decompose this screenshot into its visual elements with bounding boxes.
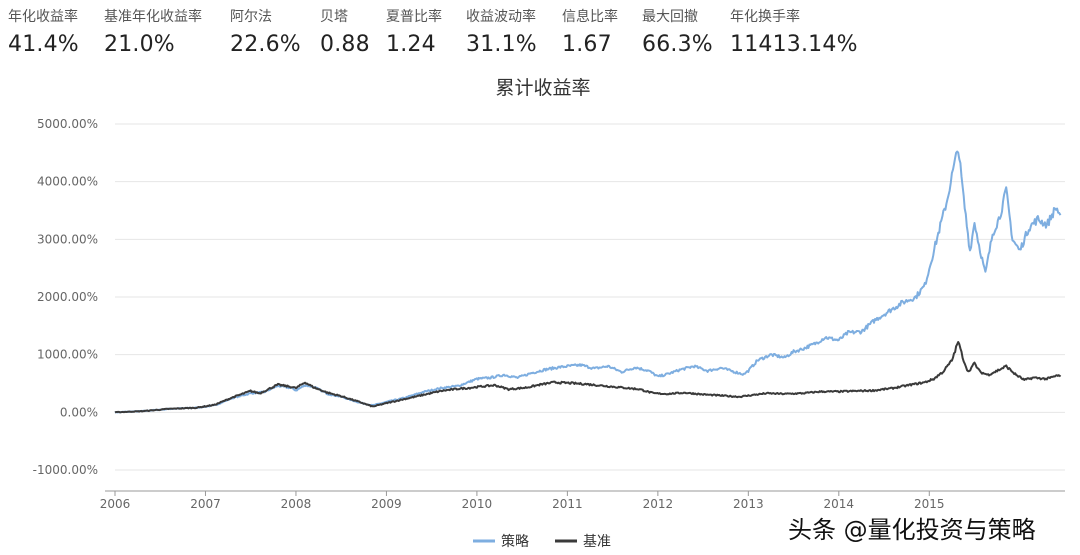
metric-value: 1.24 (386, 32, 436, 57)
metric-label: 最大回撤 (642, 9, 698, 25)
metric-value: 21.0% (104, 32, 175, 57)
legend-label: 策略 (501, 533, 529, 550)
metric-label: 贝塔 (320, 9, 348, 25)
cumulative-return-chart: 累计收益率 -1000.00% 0.00% 1000.00% 2000.00% 3000… (33, 77, 1065, 550)
y-tick-label: -1000.00% (33, 463, 98, 477)
metric-value: 0.88 (320, 32, 370, 57)
metric-value: 66.3% (642, 32, 713, 57)
legend[interactable]: 策略 基准 (473, 533, 611, 550)
metric-value: 41.4% (8, 32, 79, 57)
series-line-strategy (114, 150, 1062, 414)
metric-label: 夏普比率 (386, 9, 442, 25)
metrics-bar: 年化收益率 41.4% 基准年化收益率 21.0% 阿尔法 22.6% 贝塔 0… (0, 0, 1080, 70)
metric-label: 收益波动率 (466, 9, 536, 25)
metric-label: 年化换手率 (730, 9, 800, 25)
metric-value: 22.6% (230, 32, 301, 57)
series-line-benchmark (114, 341, 1062, 414)
y-tick-label: 2000.00% (37, 290, 98, 304)
metric-volatility: 收益波动率 31.1% (466, 6, 537, 57)
metric-value: 1.67 (562, 32, 612, 57)
metric-turnover: 年化换手率 11413.14% (730, 6, 858, 57)
metric-information-ratio: 信息比率 1.67 (562, 6, 618, 57)
watermark-text: 头条 @量化投资与策略 (788, 516, 1036, 544)
y-tick-label: 3000.00% (37, 232, 98, 246)
metric-label: 基准年化收益率 (104, 9, 202, 25)
grid-lines (115, 123, 1065, 471)
x-tick-label: 2012 (643, 497, 674, 511)
x-tick-label: 2009 (371, 497, 402, 511)
metric-max-drawdown: 最大回撤 66.3% (642, 6, 713, 57)
legend-item-strategy[interactable]: 策略 (473, 533, 529, 550)
metric-benchmark-annual-return: 基准年化收益率 21.0% (104, 6, 202, 57)
metric-value: 11413.14% (730, 32, 858, 57)
metric-label: 年化收益率 (8, 9, 78, 25)
x-axis: 2006 2007 2008 2009 2010 2011 2012 2013 2014 2015 (100, 490, 1065, 511)
x-tick-label: 2007 (190, 497, 221, 511)
x-tick-label: 2015 (914, 497, 945, 511)
metric-annual-return: 年化收益率 41.4% (8, 6, 79, 57)
metric-sharpe: 夏普比率 1.24 (386, 6, 442, 57)
metric-beta: 贝塔 0.88 (320, 6, 370, 57)
x-tick-label: 2008 (281, 497, 312, 511)
x-tick-label: 2013 (733, 497, 764, 511)
chart-title: 累计收益率 (495, 77, 590, 99)
x-tick-label: 2006 (100, 497, 131, 511)
legend-item-benchmark[interactable]: 基准 (555, 533, 611, 550)
x-tick-label: 2011 (552, 497, 583, 511)
metric-label: 信息比率 (562, 9, 618, 25)
y-tick-label: 0.00% (60, 405, 98, 419)
x-tick-label: 2010 (462, 497, 493, 511)
y-tick-label: 4000.00% (37, 175, 98, 189)
series-lines (114, 150, 1062, 414)
y-tick-label: 1000.00% (37, 348, 98, 362)
y-tick-label: 5000.00% (37, 117, 98, 131)
metric-alpha: 阿尔法 22.6% (230, 6, 301, 57)
metric-label: 阿尔法 (230, 9, 272, 25)
metric-value: 31.1% (466, 32, 537, 57)
legend-label: 基准 (583, 533, 611, 550)
y-axis-ticks: -1000.00% 0.00% 1000.00% 2000.00% 3000.00% 40… (33, 117, 98, 477)
x-tick-label: 2014 (824, 497, 855, 511)
